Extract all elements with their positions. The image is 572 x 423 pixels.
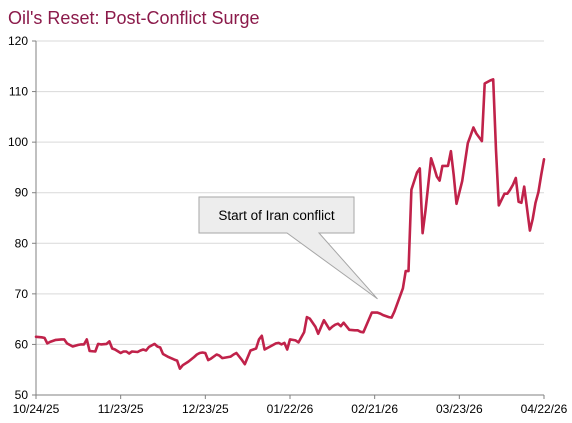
y-tick-label: 110 — [9, 85, 28, 99]
x-tick-label: 01/22/26 — [267, 402, 314, 416]
y-tick-label: 90 — [15, 186, 29, 200]
y-axis-ticks: 50 60 70 80 90 100 110 120 — [8, 34, 36, 402]
x-tick-label: 03/23/26 — [436, 402, 483, 416]
x-tick-label: 10/24/25 — [13, 402, 60, 416]
gridlines — [36, 40, 544, 345]
y-tick-label: 50 — [15, 388, 29, 402]
annotation-callout: Start of Iran conflict — [198, 196, 378, 300]
y-tick-label: 120 — [8, 34, 28, 48]
series-layer — [34, 78, 546, 370]
x-tick-label: 12/23/25 — [182, 402, 229, 416]
x-tick-label: 04/22/26 — [521, 402, 568, 416]
callout-box — [198, 196, 378, 300]
x-tick-label: 02/21/26 — [351, 402, 398, 416]
callout-text: Start of Iran conflict — [218, 208, 335, 223]
chart-title: Oil's Reset: Post-Conflict Surge — [8, 8, 260, 28]
price-line — [34, 78, 546, 370]
y-tick-label: 70 — [15, 287, 29, 301]
y-tick-label: 80 — [15, 236, 29, 250]
y-tick-label: 100 — [8, 135, 28, 149]
x-tick-label: 11/23/25 — [98, 402, 144, 416]
x-axis-ticks: 10/24/25 11/23/25 12/23/25 01/22/26 02/21/26… — [13, 395, 568, 416]
y-tick-label: 60 — [15, 337, 29, 351]
